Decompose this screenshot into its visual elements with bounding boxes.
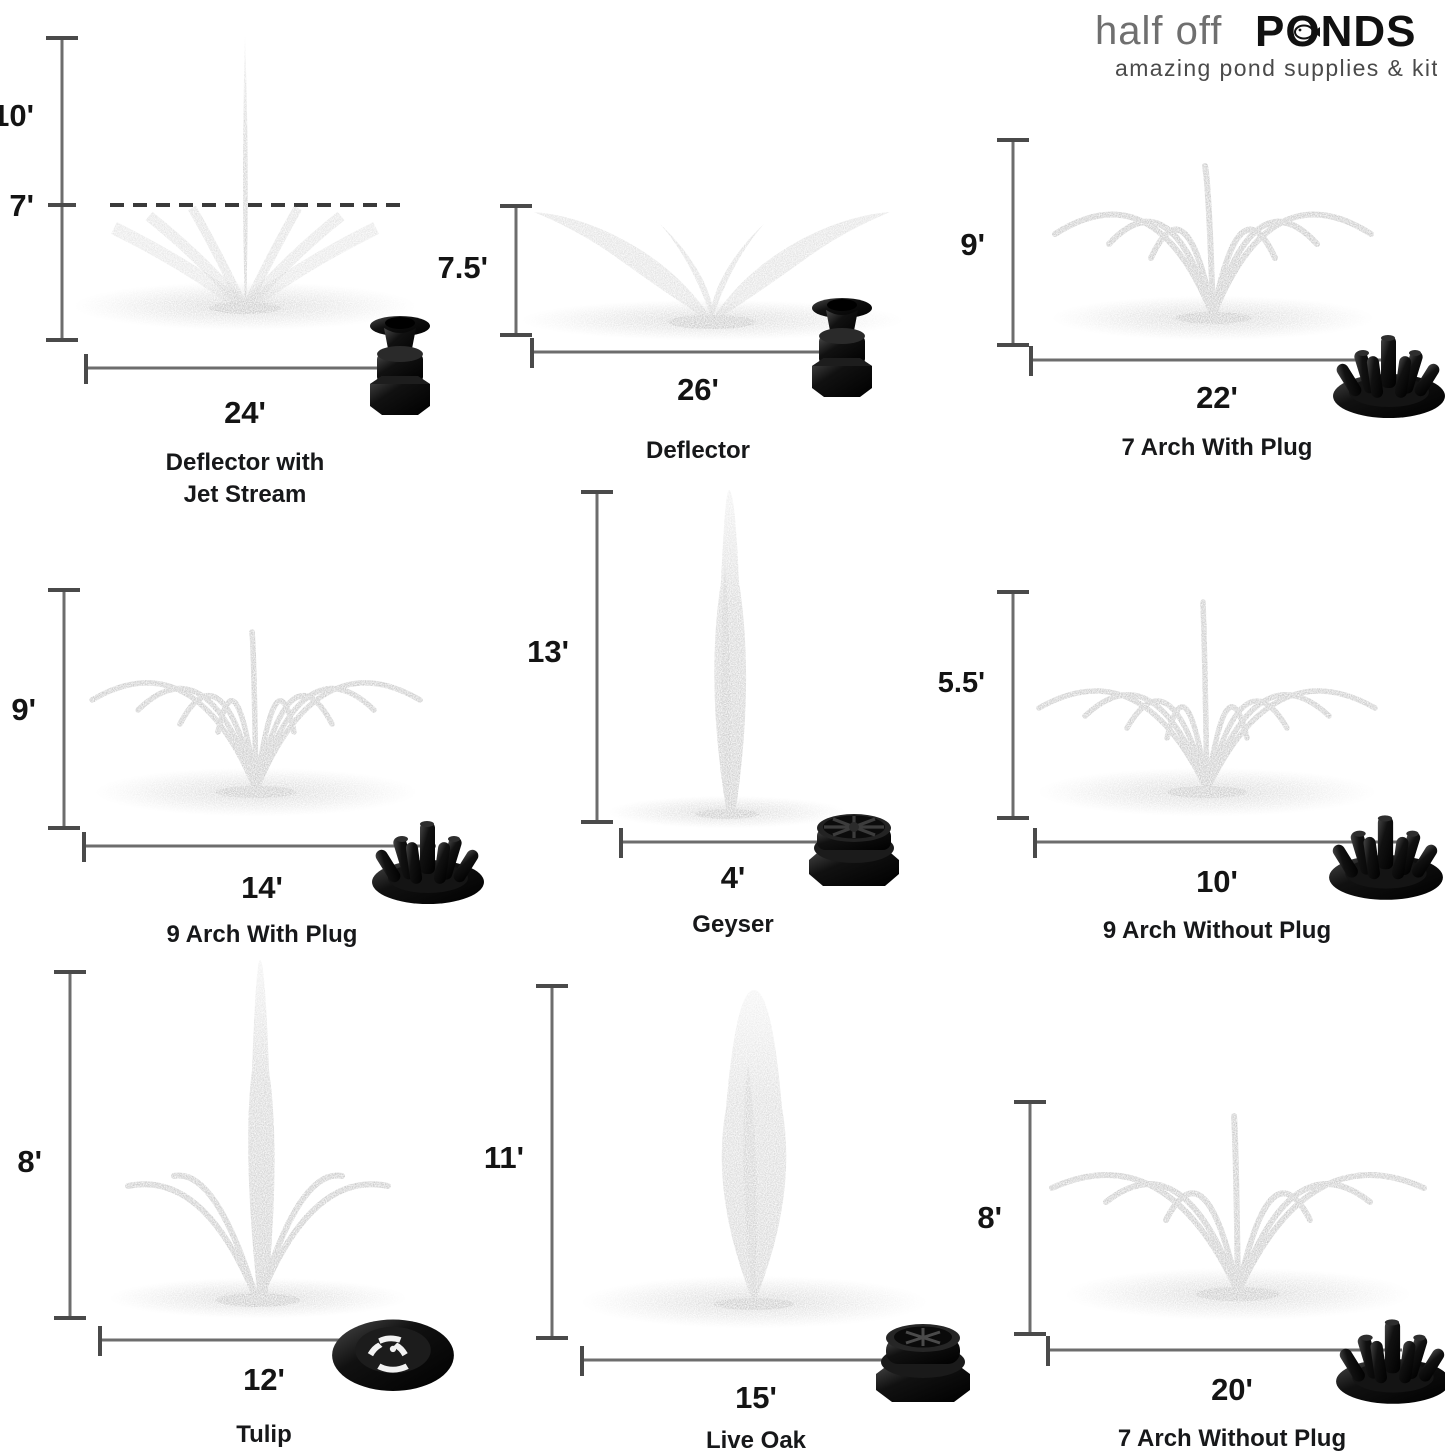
height-label-primary: 10' — [0, 98, 34, 133]
width-label: 22' — [1196, 380, 1238, 415]
fish-in-o-icon — [1294, 24, 1320, 40]
height-ruler — [1014, 1100, 1046, 1336]
height-ruler — [46, 36, 78, 342]
pattern-name: Deflector — [646, 437, 750, 464]
spray-pattern — [582, 990, 926, 1328]
height-ruler — [536, 984, 568, 1340]
pattern-card-deflector-jet-stream: 10' 7' 24' Deflector with Jet Stream — [0, 18, 470, 508]
brand-name-bold: PONDS — [1255, 7, 1416, 56]
pattern-card-tulip: 8' 12' Tulip — [0, 950, 460, 1450]
pattern-name: Geyser — [692, 911, 773, 938]
height-ruler — [997, 138, 1029, 347]
pattern-card-deflector: 7.5' 26' Deflector — [430, 180, 910, 480]
pattern-name-line1: Deflector with — [166, 449, 325, 476]
arch-nozzle-icon — [1333, 335, 1445, 418]
height-label-primary: 8' — [17, 1144, 42, 1179]
width-ruler — [1033, 828, 1397, 858]
height-label-primary: 5.5' — [938, 667, 985, 699]
height-ruler — [500, 204, 532, 337]
pattern-name: 7 Arch With Plug — [1122, 434, 1313, 461]
pattern-card-9-arch-without-plug: 5.5' 10' 9 Arch Without Plug — [925, 570, 1445, 950]
height-label-primary: 8' — [977, 1200, 1002, 1235]
height-label-primary: 9' — [11, 692, 36, 727]
height-label-primary: 9' — [960, 227, 985, 262]
width-label: 26' — [677, 372, 719, 407]
pattern-name: Live Oak — [706, 1427, 807, 1451]
spray-pattern — [609, 490, 845, 828]
pattern-name: Tulip — [236, 1421, 292, 1448]
width-ruler — [82, 832, 436, 862]
geyser-nozzle-icon — [807, 812, 901, 888]
spray-pattern — [89, 629, 423, 816]
height-label-primary: 7.5' — [438, 250, 488, 285]
width-ruler — [1029, 346, 1395, 376]
height-ruler — [54, 970, 86, 1320]
pattern-card-7-arch-without-plug: 8' 20' 7 Arch Without Plug — [952, 1078, 1445, 1451]
brand-tagline: amazing pond supplies & kits — [1115, 55, 1437, 81]
pattern-name: 9 Arch With Plug — [167, 921, 358, 948]
pattern-card-7-arch-with-plug: 9' 22' 7 Arch With Plug — [925, 110, 1445, 461]
width-label: 20' — [1211, 1372, 1253, 1407]
spray-pattern — [522, 212, 902, 340]
width-label: 12' — [243, 1362, 285, 1397]
width-label: 15' — [735, 1380, 777, 1415]
spray-pattern — [1052, 163, 1374, 340]
spray-pattern — [1049, 1113, 1427, 1320]
width-label: 24' — [224, 395, 266, 430]
height-ruler — [48, 588, 80, 830]
width-label: 14' — [241, 870, 283, 905]
spray-pattern — [110, 960, 406, 1318]
width-ruler — [530, 338, 862, 368]
spray-pattern — [1036, 599, 1378, 816]
deflector-nozzle-icon — [370, 316, 430, 415]
height-ruler — [581, 490, 613, 824]
pattern-name-line2: Jet Stream — [184, 481, 307, 508]
pattern-card-9-arch-with-plug: 9' 14' 9 Arch With Plug — [0, 560, 484, 948]
width-ruler — [84, 354, 420, 384]
arch-nozzle-icon — [1329, 815, 1443, 900]
height-label-primary: 13' — [527, 634, 569, 669]
tulip-nozzle-icon — [332, 1319, 454, 1391]
deflector-nozzle-icon — [812, 298, 872, 397]
pattern-name: 7 Arch Without Plug — [1118, 1425, 1346, 1451]
width-label: 4' — [721, 860, 746, 895]
pattern-name: 9 Arch Without Plug — [1103, 917, 1331, 944]
width-label: 10' — [1196, 864, 1238, 899]
width-ruler — [619, 828, 851, 858]
brand-name-light: half off — [1095, 9, 1222, 53]
height-ruler — [997, 590, 1029, 820]
arch-nozzle-icon — [1336, 1319, 1445, 1404]
height-label-secondary: 7' — [9, 188, 34, 223]
arch-nozzle-icon — [372, 821, 484, 904]
height-label-primary: 11' — [484, 1140, 524, 1175]
pattern-card-live-oak: 11' 15' Live Oak — [472, 960, 972, 1451]
pattern-card-geyser: 13' 4' Geyser — [495, 470, 915, 940]
width-ruler — [580, 1346, 910, 1376]
brand-logo: half off PONDS amazing pond supplies & k… — [1077, 4, 1437, 88]
spray-pattern — [75, 36, 415, 330]
